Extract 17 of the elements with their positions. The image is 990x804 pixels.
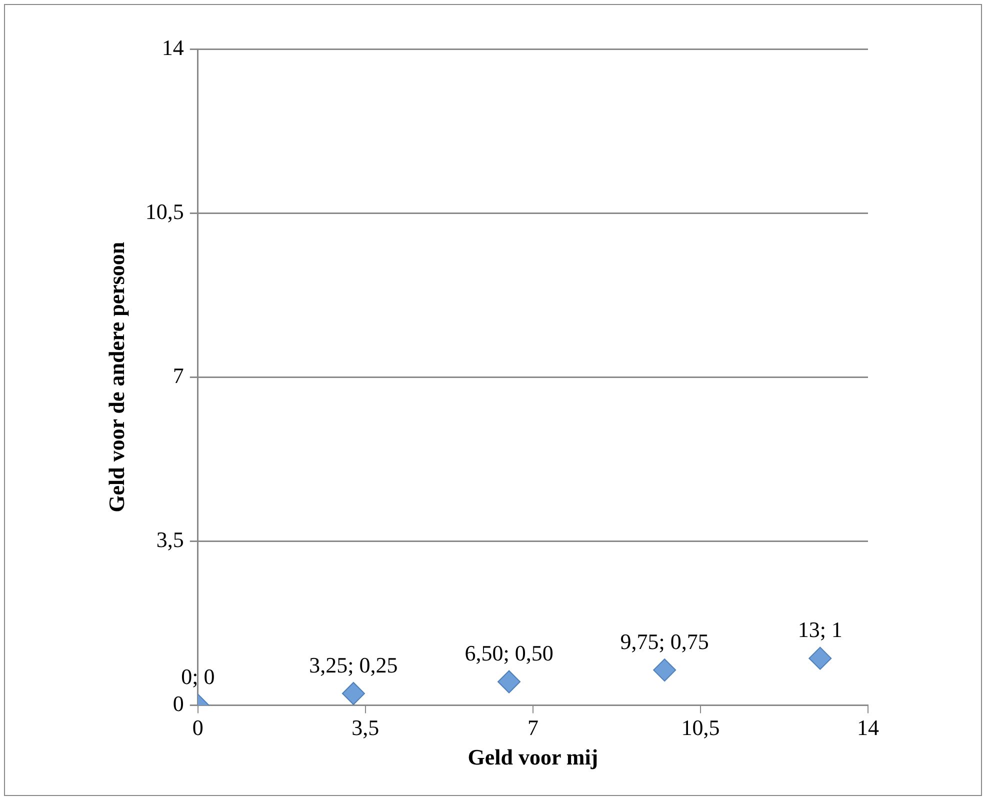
y-tick-label: 14 xyxy=(162,34,184,60)
data-label: 9,75; 0,75 xyxy=(620,628,709,654)
y-tick-label: 7 xyxy=(172,362,184,388)
data-label: 3,25; 0,25 xyxy=(309,652,398,678)
x-tick-label: 14 xyxy=(857,715,879,740)
x-tick-label: 7 xyxy=(527,715,538,740)
x-tick-label: 0 xyxy=(192,715,204,740)
data-label: 0; 0 xyxy=(181,664,215,689)
y-tick-label: 10,5 xyxy=(145,198,184,224)
data-label: 13; 1 xyxy=(798,617,842,642)
y-tick-label: 0 xyxy=(172,690,184,716)
x-tick-label: 10,5 xyxy=(681,715,720,740)
x-tick-label: 3,5 xyxy=(352,715,380,740)
y-axis-title: Geld voor de andere persoon xyxy=(104,242,129,512)
data-label: 6,50; 0,50 xyxy=(464,640,554,666)
x-axis-title: Geld voor mij xyxy=(468,744,598,770)
y-tick-label: 3,5 xyxy=(156,526,184,552)
